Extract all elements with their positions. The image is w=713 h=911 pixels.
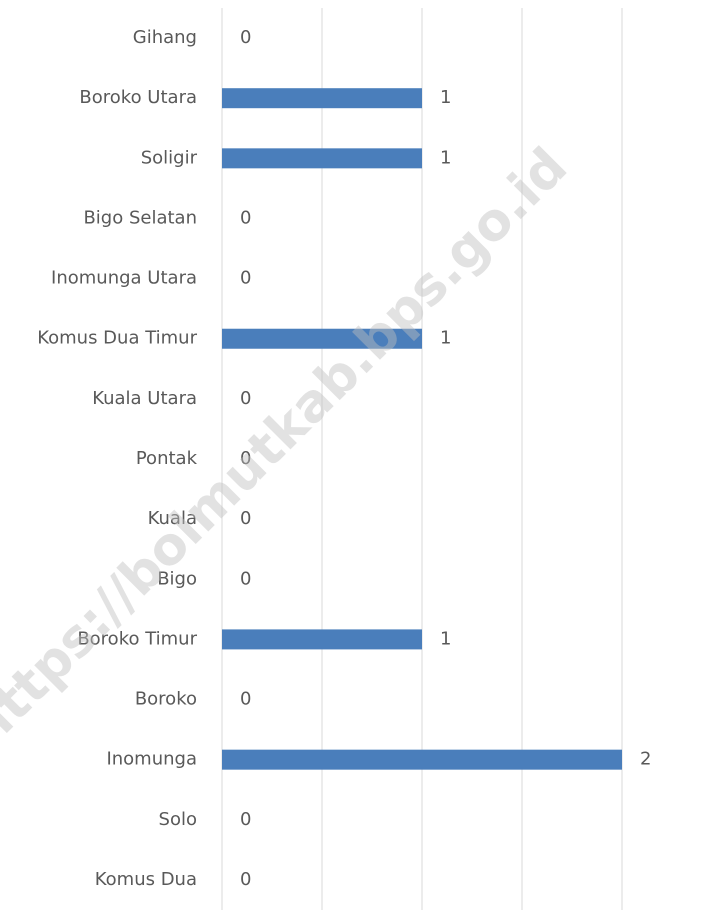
value-label: 2 — [640, 749, 651, 770]
y-tick-label: Soligir — [141, 147, 198, 168]
value-label: 0 — [240, 809, 251, 830]
value-label: 1 — [440, 628, 451, 649]
value-label: 0 — [240, 207, 251, 228]
value-label: 0 — [240, 448, 251, 469]
value-label: 0 — [240, 27, 251, 48]
bar — [222, 749, 622, 770]
y-tick-label: Bigo — [157, 568, 197, 589]
y-tick-label: Inomunga Utara — [51, 268, 197, 289]
bar — [222, 148, 422, 169]
y-tick-label: Boroko — [135, 689, 197, 710]
y-tick-label: Kuala — [148, 508, 197, 529]
plot: Gihang 0 Boroko Utara 1 Soligir 1 Bigo Selatan… — [37, 8, 651, 910]
watermark: https://bolmutkab.bps.go.id — [0, 137, 579, 759]
value-label: 0 — [240, 689, 251, 710]
value-label: 1 — [440, 328, 451, 349]
y-tick-label: Komus Dua Timur — [37, 328, 197, 349]
y-tick-label: Boroko Timur — [77, 628, 197, 649]
bar — [222, 328, 422, 349]
y-tick-label: Komus Dua — [95, 869, 197, 890]
y-tick-label: Kuala Utara — [92, 388, 197, 409]
y-tick-label: Bigo Selatan — [83, 207, 197, 228]
y-tick-label: Gihang — [133, 27, 197, 48]
y-tick-label: Pontak — [136, 448, 198, 469]
value-label: 0 — [240, 869, 251, 890]
value-label: 0 — [240, 268, 251, 289]
y-tick-label: Solo — [159, 809, 197, 830]
bar — [222, 629, 422, 650]
value-label: 0 — [240, 388, 251, 409]
y-tick-label: Inomunga — [106, 749, 197, 770]
value-label: 1 — [440, 147, 451, 168]
value-label: 0 — [240, 568, 251, 589]
bar — [222, 88, 422, 109]
value-label: 0 — [240, 508, 251, 529]
value-label: 1 — [440, 87, 451, 108]
y-tick-label: Boroko Utara — [79, 87, 197, 108]
